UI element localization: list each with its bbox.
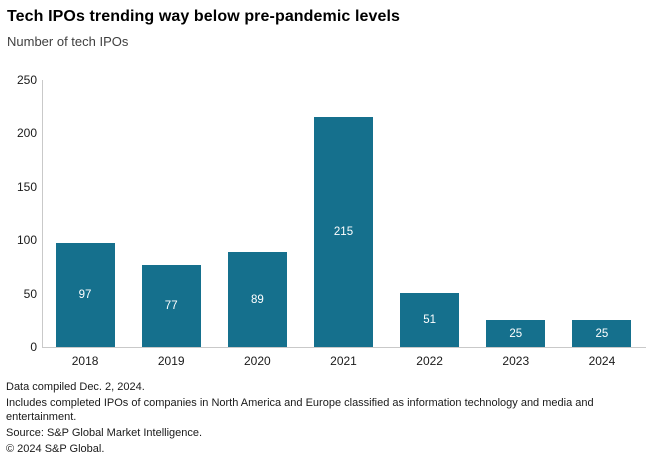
bar-value-label: 97	[78, 289, 92, 301]
footnote-inclusion-criteria: Includes completed IPOs of companies in …	[6, 397, 594, 423]
bar-value-label: 215	[333, 226, 354, 238]
y-axis-tick-label: 150	[16, 179, 37, 194]
footnote-source: Source: S&P Global Market Intelligence.	[6, 426, 203, 439]
chart-subtitle: Number of tech IPOs	[7, 34, 129, 49]
x-axis-line	[42, 347, 646, 348]
chart-title: Tech IPOs trending way below pre-pandemi…	[7, 8, 401, 25]
x-axis-tick-label: 2019	[157, 354, 185, 368]
bar-value-label: 51	[423, 314, 437, 326]
x-axis-tick-label: 2018	[71, 354, 99, 368]
chart-footnotes: Data compiled Dec. 2, 2024. Includes com…	[6, 381, 656, 459]
bar-value-label: 25	[595, 327, 609, 340]
bar-2021: 215	[314, 117, 373, 347]
bar-2023: 25	[486, 320, 546, 347]
y-axis-tick-label: 100	[16, 233, 37, 248]
x-axis-tick-label: 2021	[330, 354, 357, 368]
bar-value-label: 89	[250, 293, 264, 306]
y-axis-tick-label: 250	[16, 73, 37, 87]
y-axis-line	[42, 80, 43, 347]
footnote-data-compiled: Data compiled Dec. 2, 2024.	[6, 381, 145, 393]
bar-2022: 51	[400, 293, 460, 347]
bar-2019: 77	[141, 265, 201, 347]
x-axis-tick-label: 2020	[244, 354, 271, 368]
y-axis-tick-label: 200	[16, 126, 37, 141]
bar-2024: 25	[572, 320, 632, 347]
bar-value-label: 25	[509, 327, 523, 340]
footnote-copyright: © 2024 S&P Global.	[6, 442, 105, 455]
y-axis-tick-label: 50	[23, 286, 37, 301]
plot-area: 0 50 100 150 200 250 97 2018 77 2019 89 2020 215 2021…	[16, 73, 646, 368]
bar-value-label: 77	[164, 300, 178, 312]
x-axis-tick-label: 2024	[588, 354, 616, 368]
y-axis-tick-label: 0	[30, 340, 37, 354]
x-axis-tick-label: 2022	[416, 354, 443, 368]
bar-2018: 97	[55, 243, 115, 347]
bar-2020: 89	[227, 252, 287, 347]
x-axis-tick-label: 2023	[502, 354, 530, 368]
